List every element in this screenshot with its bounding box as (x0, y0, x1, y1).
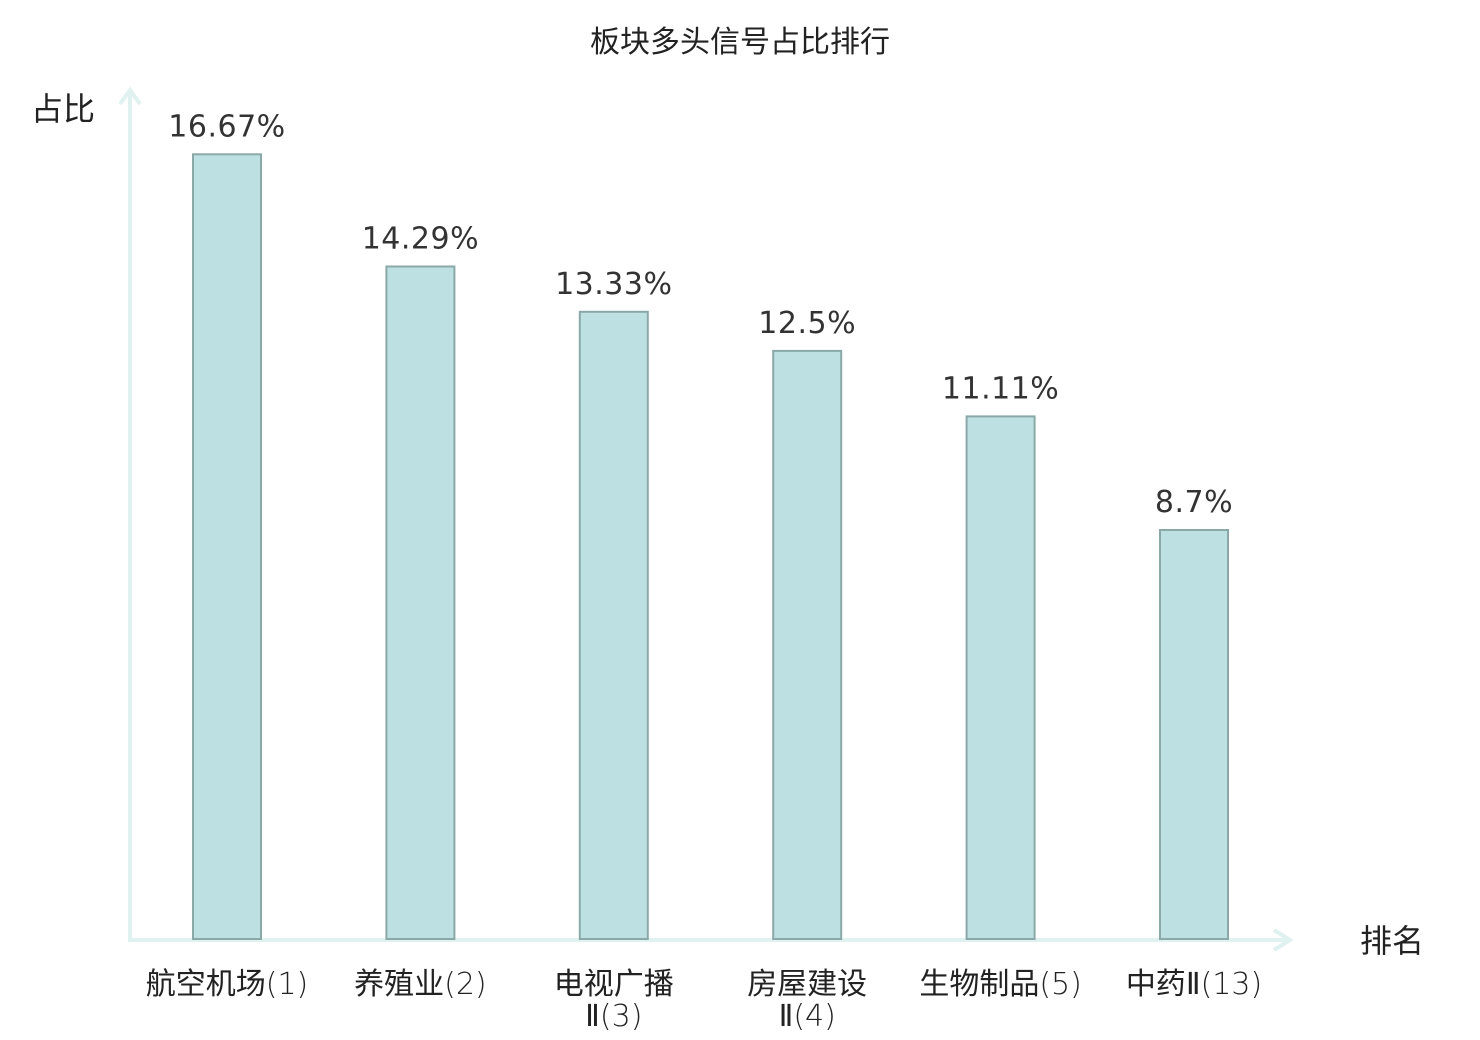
bar (1159, 529, 1229, 940)
value-label: 14.29% (362, 222, 479, 257)
bar (385, 265, 456, 940)
category-rank: (13) (1201, 967, 1263, 1002)
bar (578, 310, 649, 940)
category-name: 养殖业 (354, 967, 444, 1002)
value-label: 12.5% (758, 306, 856, 341)
category-rank: (5) (1039, 967, 1082, 1002)
y-axis-label: 占比 (31, 90, 95, 128)
category-label: 航空机场(1) (146, 967, 309, 1002)
axes (118, 86, 1294, 952)
category-label: 电视广播 (554, 967, 674, 1002)
category-rank: (1) (266, 967, 309, 1002)
category-name: 航空机场 (146, 967, 266, 1002)
bar (965, 415, 1036, 940)
category-name: 中药 (1126, 967, 1186, 1002)
category-suffix: Ⅱ (1186, 967, 1201, 1002)
bar (772, 349, 843, 940)
category-suffix: Ⅱ (779, 999, 794, 1034)
value-label: 8.7% (1155, 485, 1233, 520)
x-axis-arrow (1272, 928, 1294, 952)
category-label: 生物制品(5) (919, 967, 1082, 1002)
category-rank: (2) (444, 967, 487, 1002)
category-label: 房屋建设 (747, 967, 867, 1002)
category-rank: (4) (793, 999, 836, 1034)
value-labels-group: 16.67% 14.29% 13.33% 12.5% 11.11% 8.7% (168, 109, 1233, 520)
category-label: 养殖业(2) (354, 967, 487, 1002)
category-rank: (3) (600, 999, 643, 1034)
bar (192, 153, 262, 941)
chart-title: 板块多头信号占比排行 (590, 25, 890, 60)
value-label: 13.33% (555, 267, 672, 302)
category-sublabel: Ⅱ(3) (585, 999, 642, 1034)
category-label: 中药Ⅱ(13) (1126, 967, 1262, 1002)
value-label: 11.11% (942, 371, 1059, 406)
y-axis-arrow (118, 86, 142, 106)
value-label: 16.67% (168, 109, 285, 144)
category-suffix: Ⅱ (585, 999, 600, 1034)
bars-group (192, 153, 1229, 941)
x-axis-label: 排名 (1360, 922, 1424, 960)
category-sublabel: Ⅱ(4) (779, 999, 836, 1034)
category-name: 生物制品 (919, 967, 1039, 1002)
